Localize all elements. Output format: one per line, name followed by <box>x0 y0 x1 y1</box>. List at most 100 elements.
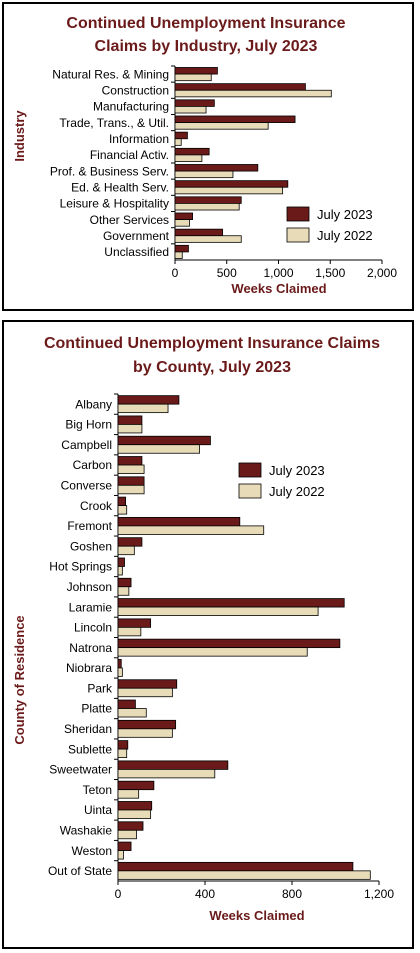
x-tick-label: 1,000 <box>263 266 293 280</box>
category-label: Johnson <box>67 580 112 594</box>
bar-july-2023 <box>117 659 122 669</box>
bar-july-2023 <box>117 679 178 689</box>
bar-july-2023 <box>174 147 210 156</box>
x-axis-label: Weeks Claimed <box>209 908 304 923</box>
bar-july-2023 <box>174 164 259 172</box>
legend-swatch <box>286 227 310 243</box>
bar-july-2022 <box>117 566 123 576</box>
bar-july-2022 <box>174 122 269 130</box>
bar-july-2022 <box>117 789 140 799</box>
category-label: Sublette <box>68 742 112 756</box>
chart-title-line2: by County, July 2023 <box>133 359 291 376</box>
bar-july-2022 <box>117 545 135 556</box>
bar-july-2022 <box>117 850 124 860</box>
county-chart-panel: Continued Unemployment Insurance Claims … <box>2 320 414 949</box>
bar-july-2023 <box>174 244 189 253</box>
category-label: Washakie <box>60 823 113 837</box>
bar-july-2023 <box>174 131 188 140</box>
category-label: Financial Activ. <box>90 148 169 162</box>
bar-july-2023 <box>117 435 211 446</box>
legend-swatch <box>238 462 262 478</box>
plot-area: 0 500 1,000 1,500 2,000 Natural Res. & Mining… <box>50 65 397 280</box>
bar-july-2022 <box>117 606 319 616</box>
plot-area: 0 400 800 1,200 Albany Big Horn Campbell Carbon… <box>48 393 394 901</box>
bar-july-2022 <box>174 154 203 162</box>
category-label: Trade, Trans., & Util. <box>59 116 169 130</box>
bar-july-2022 <box>117 708 147 718</box>
bar-july-2022 <box>117 424 143 434</box>
legend: July 2023 July 2022 <box>238 462 325 499</box>
x-tick-label: 2,000 <box>367 266 397 280</box>
category-label: Hot Springs <box>49 560 112 574</box>
bar-july-2023 <box>174 180 289 188</box>
bar-july-2022 <box>117 505 128 515</box>
bar-july-2022 <box>117 728 173 738</box>
bar-july-2022 <box>174 219 190 227</box>
category-label: Carbon <box>73 458 112 472</box>
bar-july-2022 <box>174 186 284 195</box>
bar-july-2023 <box>174 83 306 91</box>
bar-july-2023 <box>117 861 354 872</box>
bar-july-2023 <box>117 476 145 486</box>
bar-july-2023 <box>117 577 132 588</box>
bar-july-2022 <box>117 403 169 414</box>
category-label: Sheridan <box>64 722 112 736</box>
x-tick-label: 0 <box>172 266 179 280</box>
chart-title-line2: Claims by Industry, July 2023 <box>95 38 318 55</box>
bar-july-2023 <box>117 395 180 405</box>
legend-label: July 2023 <box>317 207 373 222</box>
x-axis-label: Weeks Claimed <box>231 281 326 296</box>
category-label: Laramie <box>69 600 113 614</box>
bar-july-2023 <box>117 618 152 628</box>
industry-chart-panel: Continued Unemployment Insurance Claims … <box>2 2 414 311</box>
category-label: Goshen <box>70 539 112 553</box>
category-label: Albany <box>75 397 112 411</box>
bar-july-2023 <box>174 228 224 237</box>
category-label: Uinta <box>84 803 112 817</box>
industry-chart: Continued Unemployment Insurance Claims … <box>12 15 397 296</box>
bar-july-2022 <box>174 106 207 114</box>
bar-july-2023 <box>117 516 241 527</box>
x-tick-label: 800 <box>282 887 302 901</box>
bar-july-2023 <box>174 99 215 107</box>
bar-july-2022 <box>117 586 130 596</box>
category-label: Information <box>109 132 169 146</box>
category-label: Out of State <box>48 864 112 878</box>
bar-july-2023 <box>117 740 129 750</box>
x-tick-label: 500 <box>217 266 237 280</box>
bar-july-2023 <box>117 760 229 770</box>
bar-july-2023 <box>117 638 341 649</box>
bar-july-2022 <box>117 687 173 698</box>
legend-label: July 2022 <box>317 228 373 243</box>
bar-july-2023 <box>117 598 345 608</box>
bar-july-2023 <box>117 821 144 831</box>
county-chart: Continued Unemployment Insurance Claims … <box>12 335 394 923</box>
bar-july-2022 <box>117 525 265 535</box>
category-label: Crook <box>80 499 113 513</box>
chart-title-line1: Continued Unemployment Insurance <box>66 15 345 32</box>
bar-july-2022 <box>117 809 152 819</box>
category-label: Unclassified <box>104 245 169 259</box>
bar-july-2023 <box>117 496 127 507</box>
category-label: Lincoln <box>74 621 112 635</box>
x-tick-label: 1,200 <box>364 887 394 901</box>
bar-july-2022 <box>117 484 145 495</box>
y-axis-label: County of Residence <box>12 615 27 744</box>
bar-july-2023 <box>174 67 218 75</box>
category-label: Park <box>87 681 113 695</box>
legend: July 2023 July 2022 <box>286 206 373 243</box>
chart-title-line1: Continued Unemployment Insurance Claims <box>44 335 380 352</box>
bar-july-2023 <box>117 699 136 709</box>
bar-july-2022 <box>174 235 242 243</box>
bar-july-2023 <box>117 719 177 730</box>
bar-july-2022 <box>117 768 216 779</box>
category-label: Government <box>103 229 170 243</box>
bar-july-2022 <box>117 667 123 677</box>
bar-july-2023 <box>174 196 242 204</box>
category-label: Ed. & Health Serv. <box>71 180 169 194</box>
category-label: Campbell <box>61 438 112 452</box>
y-axis-label: Industry <box>12 110 27 162</box>
category-label: Platte <box>81 702 112 716</box>
bar-july-2022 <box>174 203 240 211</box>
bar-july-2023 <box>174 212 193 220</box>
